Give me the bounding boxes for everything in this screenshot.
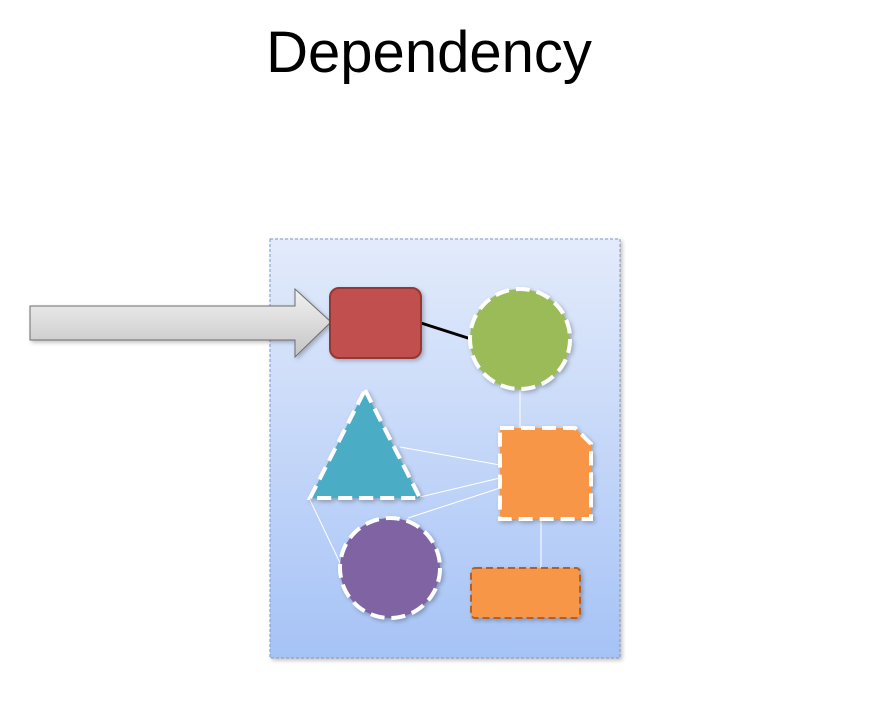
connector-triangle-to-square-top — [399, 446, 501, 466]
red-rounded-box — [329, 287, 422, 359]
slide-title: Dependency — [266, 20, 592, 85]
green-circle — [468, 287, 572, 391]
connector-triangle-to-square-bottom — [419, 477, 501, 498]
connector-triangle-to-purple — [309, 499, 343, 568]
connector-purple-to-square — [407, 487, 501, 519]
orange-rectangle — [470, 567, 581, 619]
teal-triangle — [306, 385, 424, 500]
orange-snipped-square — [498, 426, 593, 521]
purple-circle — [338, 516, 442, 620]
pointer-arrow-icon — [29, 287, 332, 359]
connector-red-to-green — [420, 321, 472, 341]
connector-lines — [309, 390, 542, 568]
